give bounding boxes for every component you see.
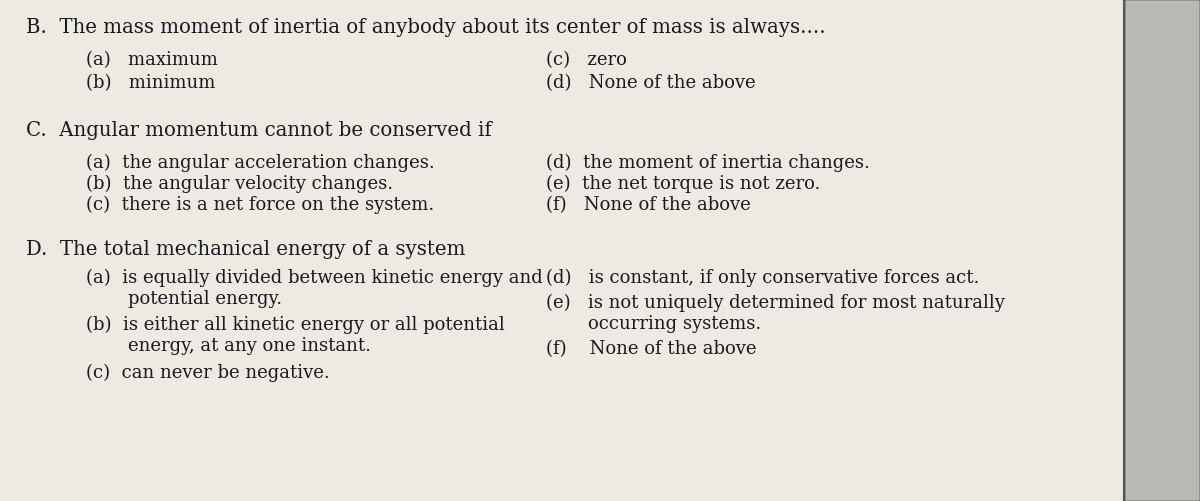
Text: (d)  the moment of inertia changes.: (d) the moment of inertia changes. (546, 154, 870, 172)
Text: B.  The mass moment of inertia of anybody about its center of mass is always....: B. The mass moment of inertia of anybody… (26, 18, 826, 37)
Text: (a)   maximum: (a) maximum (86, 51, 218, 69)
Text: C.  Angular momentum cannot be conserved if: C. Angular momentum cannot be conserved … (26, 121, 492, 140)
Text: occurring systems.: occurring systems. (588, 314, 761, 332)
Text: (c)   zero: (c) zero (546, 51, 626, 69)
Text: (c)  can never be negative.: (c) can never be negative. (86, 363, 330, 381)
Text: (b)   minimum: (b) minimum (86, 74, 216, 92)
FancyBboxPatch shape (1124, 0, 1200, 501)
Text: energy, at any one instant.: energy, at any one instant. (128, 336, 372, 354)
Text: potential energy.: potential energy. (128, 289, 282, 307)
Text: (a)  is equally divided between kinetic energy and: (a) is equally divided between kinetic e… (86, 268, 544, 286)
Text: (d)   is constant, if only conservative forces act.: (d) is constant, if only conservative fo… (546, 268, 979, 286)
Text: (f)   None of the above: (f) None of the above (546, 196, 751, 214)
Text: (d)   None of the above: (d) None of the above (546, 74, 756, 92)
Text: (a)  the angular acceleration changes.: (a) the angular acceleration changes. (86, 154, 436, 172)
Text: (b)  is either all kinetic energy or all potential: (b) is either all kinetic energy or all … (86, 315, 505, 333)
Text: (e)  the net torque is not zero.: (e) the net torque is not zero. (546, 175, 821, 193)
Text: (c)  there is a net force on the system.: (c) there is a net force on the system. (86, 196, 434, 214)
Text: (f)    None of the above: (f) None of the above (546, 339, 756, 357)
Text: (b)  the angular velocity changes.: (b) the angular velocity changes. (86, 175, 394, 193)
Text: (e)   is not uniquely determined for most naturally: (e) is not uniquely determined for most … (546, 293, 1004, 311)
Text: D.  The total mechanical energy of a system: D. The total mechanical energy of a syst… (26, 239, 466, 259)
